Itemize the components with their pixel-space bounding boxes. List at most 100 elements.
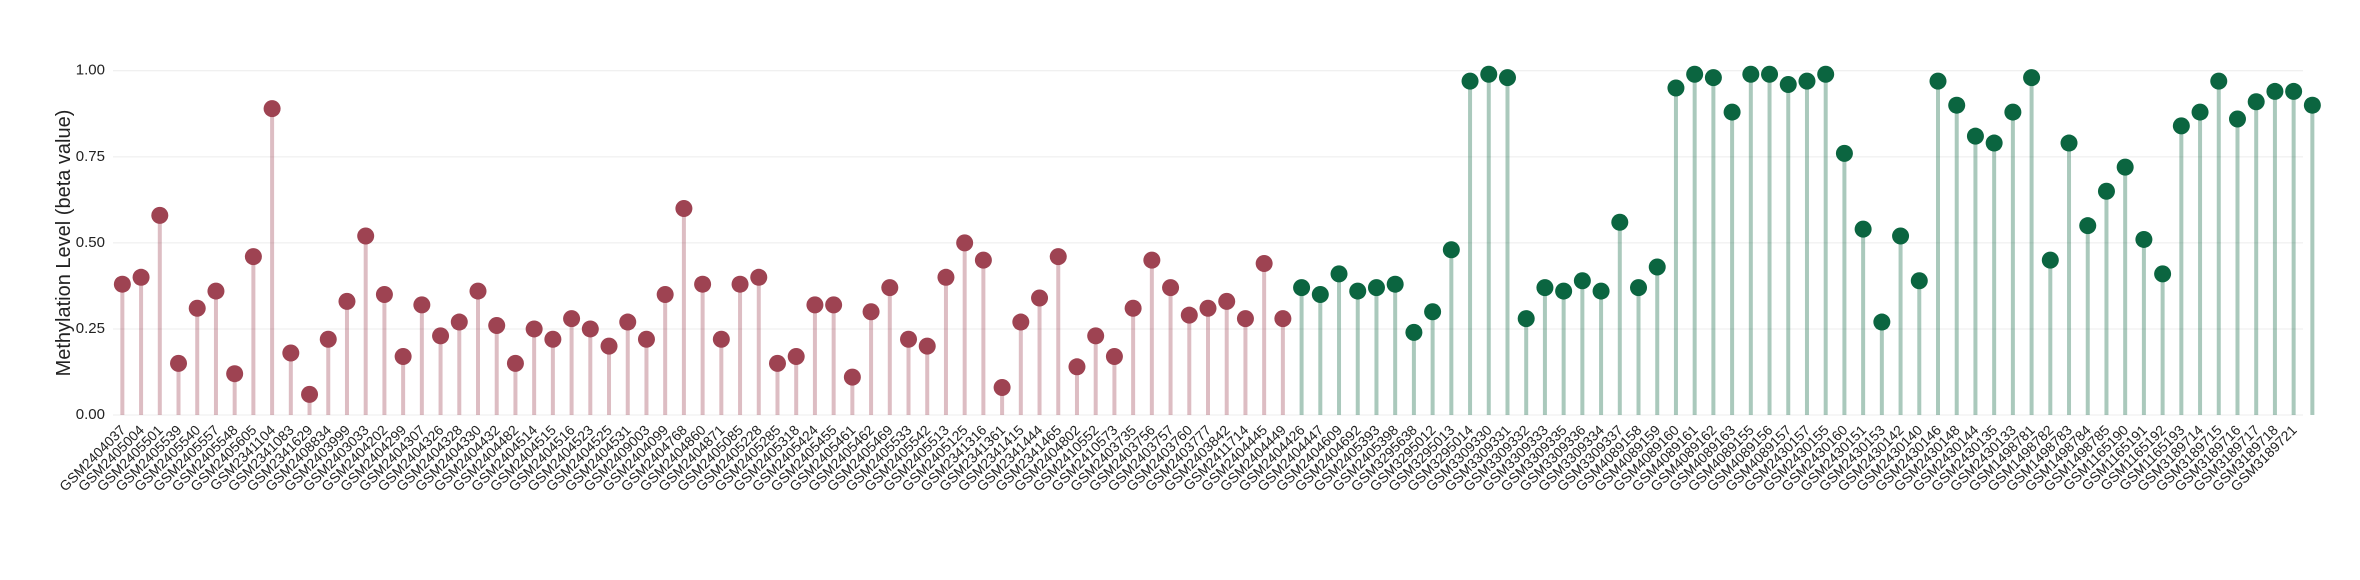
dot	[1573, 272, 1591, 290]
dot	[1536, 279, 1554, 297]
dot	[2041, 251, 2059, 269]
dot	[1330, 265, 1348, 283]
dot	[375, 286, 393, 304]
dot	[1929, 72, 1947, 90]
dot	[244, 248, 262, 266]
dot	[1087, 327, 1105, 345]
dot	[357, 227, 375, 245]
dot	[637, 330, 655, 348]
dot	[1854, 220, 1872, 238]
dot	[1667, 79, 1685, 97]
dot	[450, 313, 468, 331]
dot	[2303, 96, 2321, 114]
dot	[1424, 303, 1442, 321]
dot	[1218, 292, 1236, 310]
dot	[1031, 289, 1049, 307]
y-tick-label: 0.50	[76, 234, 105, 251]
dot	[2097, 182, 2115, 200]
dot	[1162, 279, 1180, 297]
dot	[1592, 282, 1610, 300]
dot	[207, 282, 225, 300]
dot	[1517, 310, 1535, 328]
dot	[2023, 69, 2041, 87]
dot	[993, 378, 1011, 396]
dot	[2060, 134, 2078, 152]
dot	[862, 303, 880, 321]
dot	[1835, 144, 1853, 162]
dot	[1873, 313, 1891, 331]
dot	[1349, 282, 1367, 300]
dot	[2154, 265, 2172, 283]
dot	[170, 354, 188, 372]
dot	[1442, 241, 1460, 259]
dot	[581, 320, 599, 338]
dot	[282, 344, 300, 362]
dot	[1143, 251, 1161, 269]
dot	[1311, 286, 1329, 304]
dot	[1386, 275, 1404, 293]
dot	[1293, 279, 1311, 297]
dot	[1985, 134, 2003, 152]
dot	[937, 268, 955, 286]
dot	[1704, 69, 1722, 87]
dot	[1723, 103, 1741, 121]
dot	[787, 347, 805, 365]
y-tick-label: 0.00	[76, 406, 105, 423]
dot	[1012, 313, 1030, 331]
y-axis-label: Methylation Level (beta value)	[53, 110, 75, 377]
dot	[2172, 117, 2190, 135]
dot	[151, 206, 169, 224]
dot	[2210, 72, 2228, 90]
dot	[319, 330, 337, 348]
y-tick-label: 0.75	[76, 148, 105, 165]
dot	[1068, 358, 1086, 376]
dot	[113, 275, 131, 293]
dot	[488, 317, 506, 334]
dot	[563, 310, 581, 328]
dot	[263, 100, 281, 118]
dot	[1405, 323, 1423, 341]
dot	[1498, 69, 1516, 87]
dot	[432, 327, 450, 345]
dot	[188, 299, 206, 317]
dot	[226, 365, 244, 383]
dot	[1555, 282, 1573, 300]
dot	[1779, 76, 1797, 94]
dot	[731, 275, 749, 293]
dot	[338, 292, 356, 310]
dot	[1105, 347, 1123, 365]
dot	[1686, 65, 1704, 83]
dot	[394, 347, 412, 365]
dot	[2079, 217, 2097, 235]
dot	[694, 275, 712, 293]
dot	[1461, 72, 1479, 90]
dot	[1199, 299, 1217, 317]
dot	[525, 320, 543, 338]
dot	[506, 354, 524, 372]
dot	[974, 251, 992, 269]
dot	[1742, 65, 1760, 83]
dot	[768, 354, 786, 372]
dot	[1049, 248, 1067, 266]
dot	[1367, 279, 1385, 297]
dot	[301, 385, 319, 403]
dot	[843, 368, 861, 386]
dot	[1966, 127, 1984, 145]
dot	[2191, 103, 2209, 121]
dot	[900, 330, 918, 348]
dot	[1761, 65, 1779, 83]
dot	[675, 199, 693, 217]
dot	[750, 268, 768, 286]
dot	[1236, 310, 1254, 328]
dot	[1798, 72, 1816, 90]
dot	[1255, 255, 1273, 273]
dot	[881, 279, 899, 297]
dot	[1180, 306, 1198, 324]
dot	[2228, 110, 2246, 128]
dot	[600, 337, 618, 355]
dot	[2266, 82, 2284, 100]
dot	[2116, 158, 2134, 176]
dot	[2247, 93, 2265, 111]
dot	[1630, 279, 1648, 297]
dot	[413, 296, 431, 314]
